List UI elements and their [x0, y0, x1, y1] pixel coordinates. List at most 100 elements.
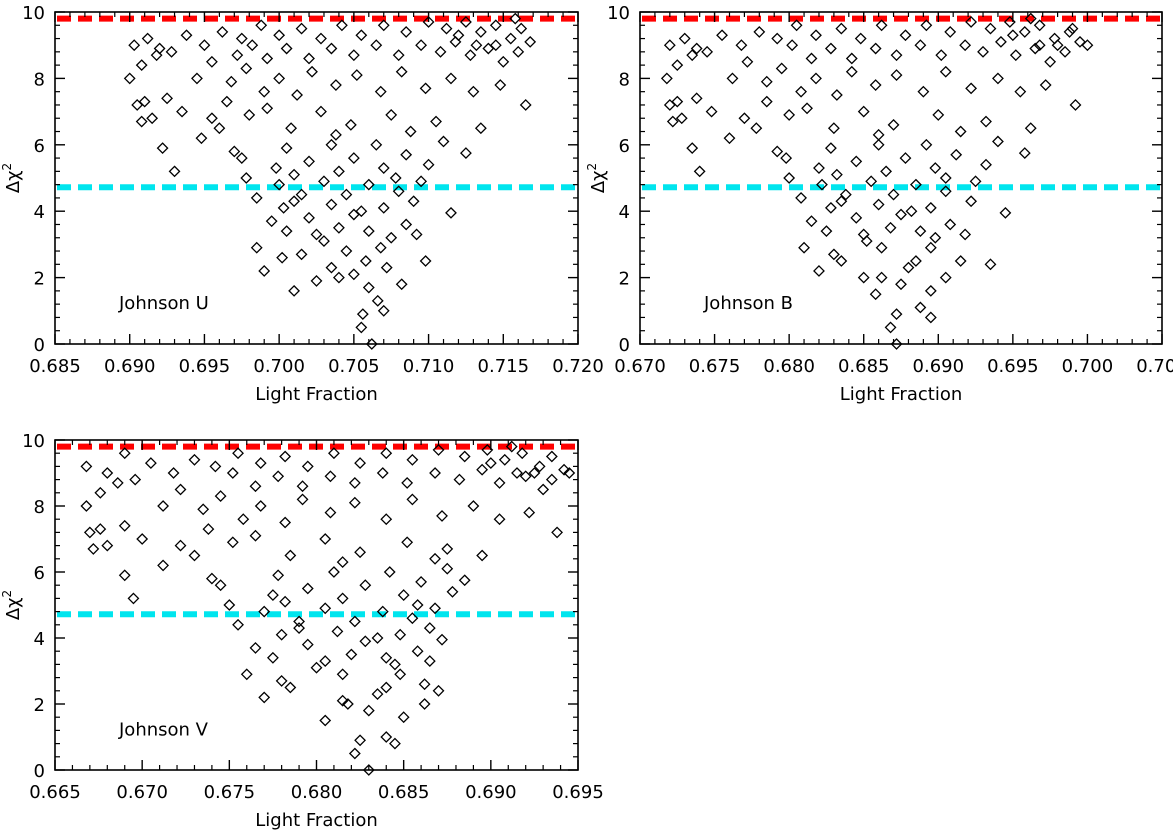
data-point [345, 648, 358, 661]
data-point [726, 72, 739, 85]
data-point [266, 651, 279, 664]
data-point [429, 552, 441, 565]
data-point [418, 678, 431, 691]
data-point [318, 235, 330, 247]
data-point [537, 483, 550, 496]
data-point [397, 589, 410, 602]
data-point [429, 467, 441, 479]
data-point [380, 447, 393, 460]
data-point [377, 201, 390, 214]
data-point [273, 72, 286, 85]
data-point [401, 476, 414, 489]
data-point [389, 737, 401, 750]
data-point [202, 523, 215, 536]
data-point [1009, 49, 1022, 62]
data-point [845, 65, 858, 78]
data-point [223, 599, 236, 611]
data-point [355, 205, 368, 218]
data-point [216, 26, 229, 38]
y-axis-label-superscript: 2 [585, 163, 599, 171]
data-point [920, 19, 933, 32]
data-point [270, 162, 283, 174]
data-point [813, 265, 825, 277]
data-point [887, 188, 900, 201]
data-point [944, 26, 957, 38]
data-point [174, 483, 187, 496]
data-point [209, 460, 222, 473]
data-point [325, 42, 338, 55]
data-point [992, 72, 1004, 85]
data-point [272, 569, 285, 582]
data-point [336, 592, 349, 605]
y-tick-label: 10 [22, 431, 45, 452]
data-point [94, 523, 107, 536]
x-tick-label: 0.670 [116, 782, 168, 803]
data-point [83, 526, 96, 539]
data-point [440, 22, 453, 35]
data-point [824, 42, 837, 55]
data-point [686, 49, 699, 62]
data-point [240, 668, 253, 681]
data-point [760, 75, 773, 88]
x-tick-label: 0.700 [1062, 356, 1114, 377]
data-point [291, 89, 303, 101]
data-point [332, 271, 345, 284]
data-point [87, 542, 100, 555]
data-point [935, 49, 948, 62]
data-point [235, 32, 248, 45]
data-point [325, 198, 338, 211]
data-point [445, 72, 457, 85]
data-point [783, 109, 796, 121]
data-point [519, 470, 532, 483]
data-point [434, 45, 447, 58]
data-point [168, 165, 181, 178]
data-point [205, 112, 218, 125]
data-point [884, 321, 897, 334]
data-point [310, 275, 323, 287]
data-point [279, 516, 292, 529]
data-point [795, 192, 807, 204]
data-point [816, 178, 828, 191]
data-point [240, 62, 253, 75]
data-point [136, 533, 149, 545]
data-point [371, 632, 384, 644]
data-point [310, 661, 323, 674]
data-point [157, 559, 170, 572]
data-point [303, 52, 315, 65]
y-tick-label: 2 [619, 269, 630, 290]
x-tick-label: 0.715 [478, 356, 530, 377]
x-tick-label: 0.670 [614, 356, 666, 377]
data-point [249, 480, 262, 493]
x-tick-label: 0.720 [552, 356, 604, 377]
data-point [1033, 39, 1046, 52]
data-point [347, 152, 360, 164]
data-point [354, 457, 367, 470]
data-point [965, 16, 978, 28]
data-point [771, 145, 784, 158]
data-point [423, 655, 436, 668]
data-point [359, 579, 372, 592]
x-tick-label: 0.690 [465, 782, 517, 803]
data-point [232, 447, 244, 460]
data-point [80, 500, 93, 512]
data-point [460, 147, 472, 160]
data-point [441, 542, 454, 555]
data-point [775, 62, 788, 75]
data-point [161, 92, 173, 105]
data-point [563, 467, 576, 479]
data-point [198, 39, 211, 52]
data-point [939, 172, 952, 184]
data-point [902, 261, 915, 274]
data-point [939, 271, 952, 284]
data-point [362, 704, 375, 717]
x-tick-label: 0.685 [378, 782, 430, 803]
data-point [690, 92, 703, 105]
data-point [301, 582, 314, 595]
data-point [887, 118, 900, 131]
data-point [1018, 26, 1031, 38]
data-point [999, 206, 1012, 219]
data-point [279, 595, 292, 608]
data-point [875, 271, 888, 284]
data-point [422, 158, 435, 171]
data-point [380, 731, 393, 743]
